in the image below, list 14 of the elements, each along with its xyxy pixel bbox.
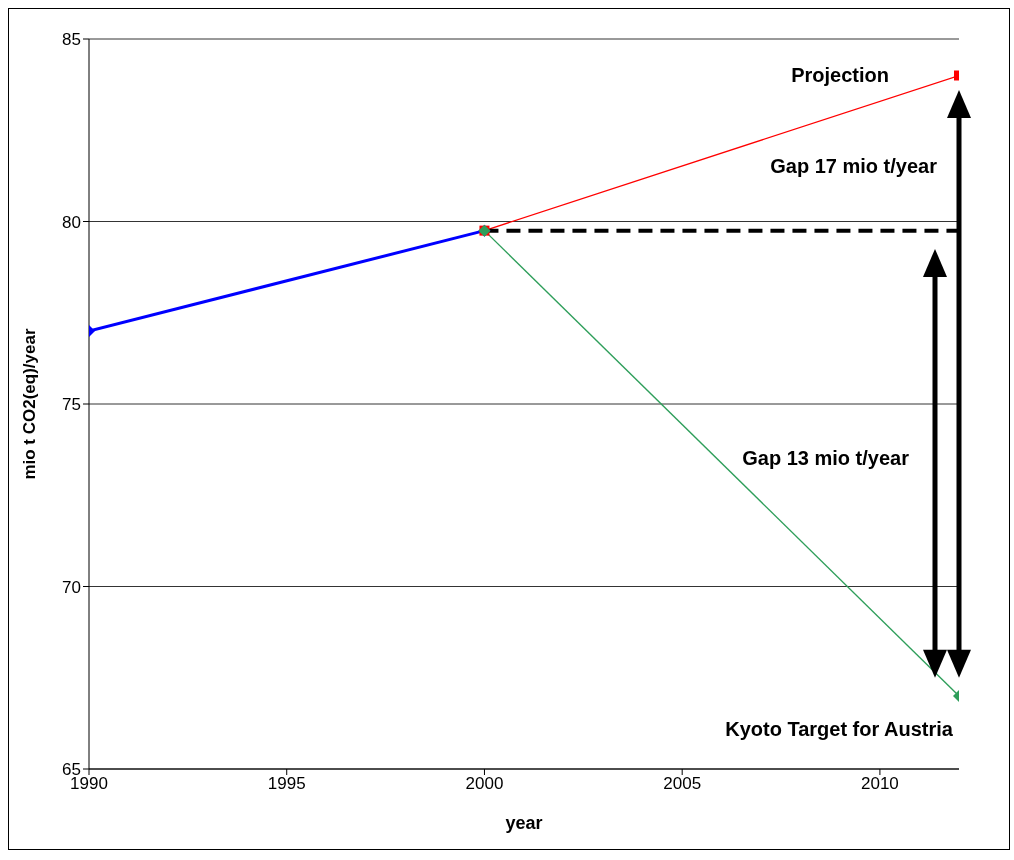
annotation: Kyoto Target for Austria: [725, 718, 954, 740]
y-tick-label: 70: [62, 577, 81, 597]
x-tick-label: 2005: [663, 774, 702, 794]
annotation: Gap 13 mio t/year: [742, 446, 910, 469]
x-tick-label: 2010: [861, 774, 899, 794]
y-axis-title: mio t CO2(eq)/year: [20, 328, 40, 480]
x-tick-label: 2000: [465, 774, 504, 794]
y-tick-label: 85: [62, 30, 81, 50]
y-tick-label: 80: [62, 212, 81, 232]
x-axis-title: year: [505, 813, 543, 833]
x-tick-label: 1995: [267, 774, 306, 794]
annotation: Projection: [791, 63, 889, 86]
annotation: Gap 17 mio t/year: [770, 154, 938, 177]
y-tick-label: 75: [62, 395, 81, 415]
